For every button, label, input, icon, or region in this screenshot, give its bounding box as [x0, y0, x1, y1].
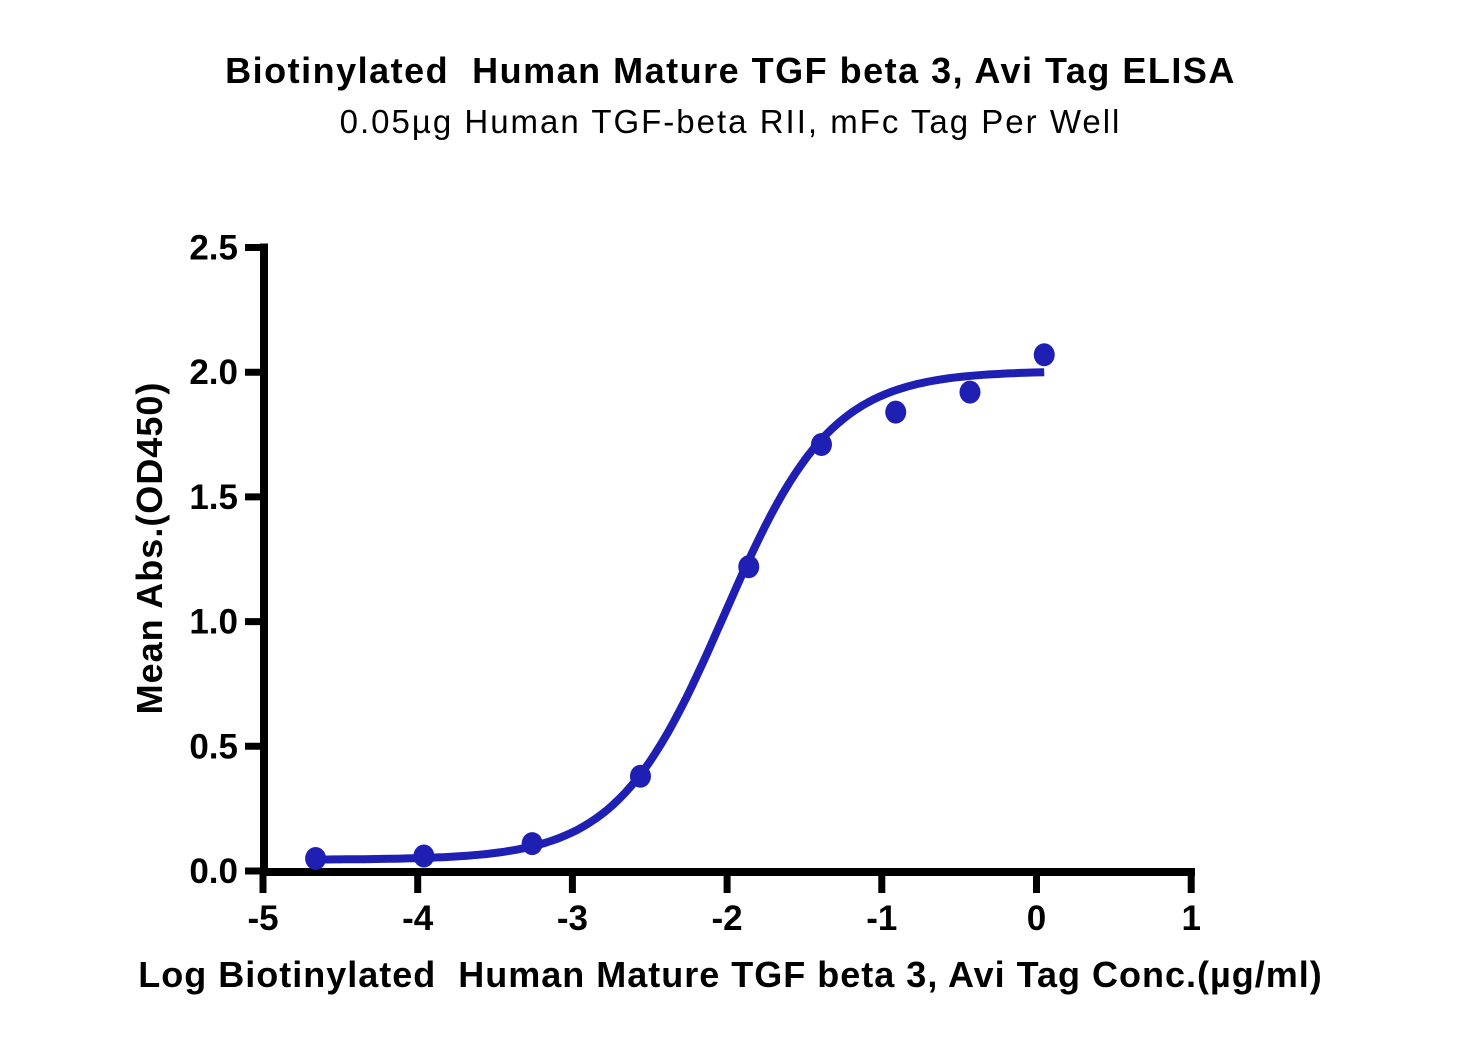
y-tick-label: 0.5 [189, 727, 238, 766]
x-tick-label: -1 [866, 899, 897, 938]
chart-title: Biotinylated Human Mature TGF beta 3, Av… [225, 50, 1236, 91]
data-point [413, 844, 435, 868]
data-point [810, 433, 832, 457]
x-tick-label: 1 [1181, 899, 1200, 938]
y-tick-label: 2.5 [189, 229, 238, 268]
y-tick-label: 0.0 [189, 852, 238, 891]
fit-curve [315, 368, 1045, 864]
x-tick-label: -2 [712, 899, 743, 938]
y-tick-label: 1.5 [189, 478, 238, 517]
data-point [305, 847, 327, 871]
x-tick-label: -4 [402, 899, 434, 938]
data-point [959, 380, 981, 404]
x-tick-label: -5 [247, 899, 278, 938]
x-tick-label: 0 [1027, 899, 1046, 938]
y-tick-label: 2.0 [189, 353, 238, 392]
y-tick-label: 1.0 [189, 603, 238, 642]
x-axis-title: Log Biotinylated Human Mature TGF beta 3… [138, 954, 1323, 995]
chart-subtitle: 0.05µg Human TGF-beta RII, mFc Tag Per W… [339, 103, 1122, 140]
data-point [629, 764, 651, 788]
x-tick-label: -3 [557, 899, 588, 938]
data-point [738, 555, 760, 579]
data-point [521, 832, 543, 856]
data-point [885, 400, 907, 424]
data-point [1033, 343, 1055, 367]
